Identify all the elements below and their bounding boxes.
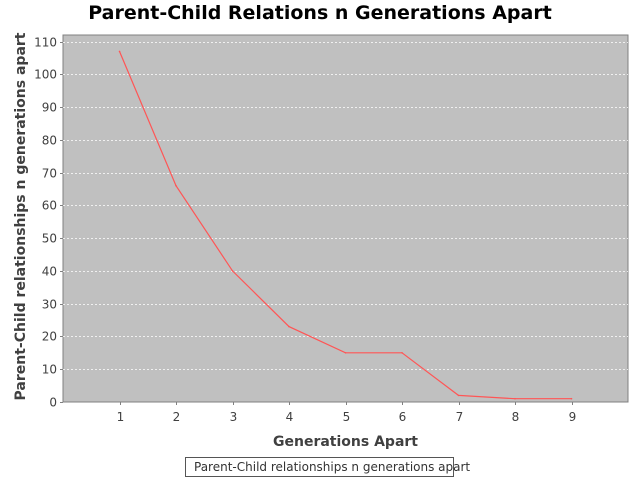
data-point — [401, 352, 403, 354]
data-point — [571, 398, 573, 400]
x-tick-label: 1 — [117, 410, 125, 424]
y-tick-label: 10 — [42, 363, 57, 377]
x-tick-label: 7 — [456, 410, 464, 424]
y-tick-label: 100 — [34, 68, 57, 82]
data-point — [175, 185, 177, 187]
data-point — [345, 352, 347, 354]
x-tick-label: 2 — [173, 410, 181, 424]
plot-area — [63, 35, 628, 402]
y-axis-title: Parent-Child relationships n generations… — [13, 32, 29, 400]
y-tick-label: 70 — [42, 167, 57, 181]
x-tick-label: 8 — [512, 410, 520, 424]
y-tick-label: 110 — [34, 36, 57, 50]
data-point — [458, 395, 460, 397]
legend: Parent-Child relationships n generations… — [185, 457, 454, 477]
x-axis: 1 2 3 4 5 6 7 8 9 — [117, 402, 577, 424]
y-axis: 0 10 20 30 40 50 60 70 80 90 100 110 — [34, 36, 63, 410]
x-tick-label: 6 — [399, 410, 407, 424]
x-tick-label: 5 — [343, 410, 351, 424]
x-tick-label: 3 — [230, 410, 238, 424]
y-tick-label: 0 — [49, 396, 57, 410]
data-point — [232, 270, 234, 272]
data-point — [288, 326, 290, 328]
data-point — [514, 398, 516, 400]
x-tick-label: 9 — [569, 410, 577, 424]
y-tick-label: 20 — [42, 330, 57, 344]
x-tick-label: 4 — [286, 410, 294, 424]
x-axis-title: Generations Apart — [273, 434, 418, 450]
plot-background — [63, 35, 628, 402]
y-tick-label: 60 — [42, 199, 57, 213]
data-point — [119, 51, 121, 53]
y-tick-label: 80 — [42, 134, 57, 148]
y-tick-label: 50 — [42, 232, 57, 246]
y-tick-label: 40 — [42, 265, 57, 279]
y-tick-label: 30 — [42, 298, 57, 312]
y-tick-label: 90 — [42, 101, 57, 115]
legend-label: Parent-Child relationships n generations… — [194, 460, 470, 474]
